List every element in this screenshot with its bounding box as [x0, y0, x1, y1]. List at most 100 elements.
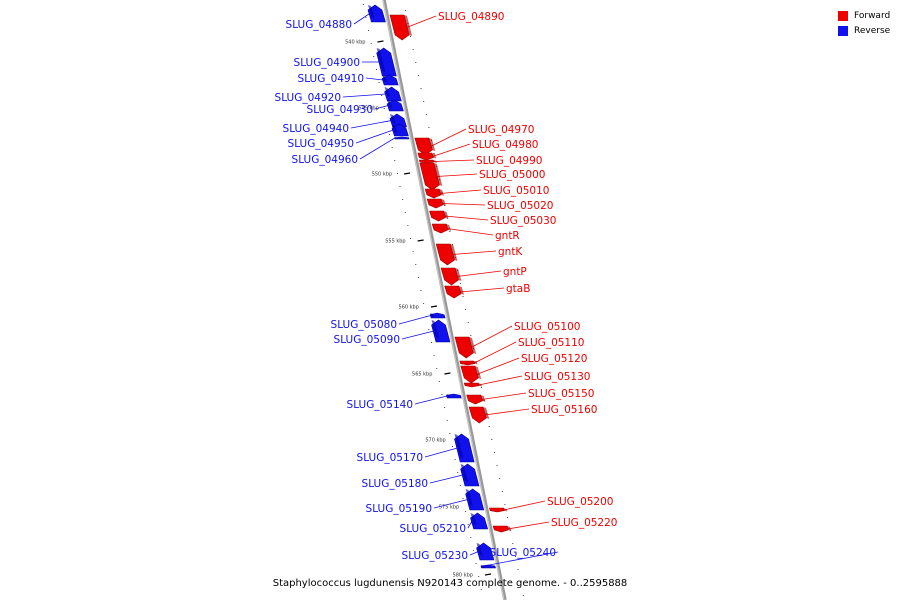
scale-tick-label: 580 kbp [453, 573, 473, 579]
gene-label[interactable]: SLUG_05150 [528, 388, 594, 400]
gene-label[interactable]: SLUG_05200 [547, 496, 613, 508]
gene-label[interactable]: SLUG_04970 [468, 124, 534, 136]
leader-line [452, 250, 497, 255]
minor-tick-left [375, 69, 377, 70]
gene-label[interactable]: SLUG_05170 [357, 452, 423, 464]
gene-label[interactable]: SLUG_05090 [334, 334, 400, 346]
gene-label[interactable]: SLUG_04980 [472, 139, 538, 151]
leader-line [459, 287, 505, 293]
gene-arrow-shade [384, 87, 391, 98]
gene-arrow-shade [465, 489, 473, 506]
gene-arrow-shade [507, 526, 512, 531]
gene-label[interactable]: SLUG_04940 [283, 123, 349, 135]
minor-tick-left [449, 433, 451, 434]
gene-arrow-shade [503, 508, 508, 512]
gene-label[interactable]: SLUG_04880 [286, 19, 352, 31]
gene-label[interactable]: gntK [498, 246, 523, 258]
gene-label[interactable]: SLUG_05240 [490, 547, 556, 559]
leader-line [401, 330, 434, 340]
gene-label[interactable]: SLUG_05100 [514, 321, 580, 333]
gene-arrow-slug-05000[interactable] [419, 162, 440, 191]
gene-label[interactable]: SLUG_05140 [347, 399, 413, 411]
gene-label[interactable]: SLUG_04990 [476, 155, 542, 167]
gene-label[interactable]: SLUG_05110 [518, 337, 584, 349]
gene-arrow-slug-04890[interactable] [389, 14, 410, 41]
leader-line [432, 143, 471, 157]
gene-arrow-slug-05220[interactable] [492, 525, 509, 533]
gene-label[interactable]: SLUG_05180 [362, 478, 428, 490]
minor-tick-left [438, 381, 440, 382]
gene-label[interactable]: SLUG_04900 [294, 57, 360, 69]
gene-arrow-gtab[interactable] [444, 285, 462, 299]
gene-label[interactable]: SLUG_05080 [331, 319, 397, 331]
minor-tick-left [441, 394, 443, 395]
scale-tick-label: 560 kbp [399, 305, 419, 311]
leader-line [470, 325, 513, 348]
forward-swatch [838, 10, 848, 21]
gene-arrow-slug-05210[interactable] [470, 512, 489, 530]
gene-label[interactable]: SLUG_05000 [479, 169, 545, 181]
gene-label[interactable]: SLUG_04960 [292, 154, 358, 166]
leader-line [436, 173, 478, 177]
leader-line [433, 499, 468, 509]
minor-tick-left [423, 303, 425, 304]
gene-label[interactable]: SLUG_05160 [531, 404, 597, 416]
minor-tick-right [415, 62, 417, 63]
gene-label[interactable]: SLUG_05230 [402, 550, 468, 562]
gene-label[interactable]: gntP [503, 266, 527, 278]
gene-label[interactable]: SLUG_05030 [490, 215, 556, 227]
gene-labels: SLUG_04880 SLUG_04890 SLUG_04900 SLUG_04910… [275, 11, 618, 562]
gene-arrow-gntp[interactable] [440, 267, 459, 286]
gene-arrow-slug-05120[interactable] [460, 365, 479, 384]
gene-arrow-slug-05160[interactable] [468, 406, 487, 424]
gene-label[interactable]: SLUG_05130 [524, 371, 590, 383]
gene-label[interactable]: SLUG_05120 [521, 353, 587, 365]
gene-arrow-slug-05150[interactable] [466, 394, 483, 405]
map-caption: Staphylococcus lugdunensis N920143 compl… [272, 578, 628, 589]
gene-arrow-gntk[interactable] [435, 243, 455, 266]
minor-tick-left [462, 498, 464, 499]
gene-arrow-shade [474, 366, 482, 379]
leader-line [342, 93, 386, 98]
gene-arrow-shade [443, 211, 449, 219]
minor-tick-right [491, 439, 493, 440]
gene-label[interactable]: SLUG_04910 [298, 73, 364, 85]
gene-label[interactable]: SLUG_04920 [275, 92, 341, 104]
gene-arrow-slug-04990[interactable] [418, 159, 435, 164]
gene-label[interactable]: gtaB [506, 283, 530, 295]
gene-label[interactable]: SLUG_05010 [483, 185, 549, 197]
minor-tick-left [470, 537, 472, 538]
legend-forward-label: Forward [854, 10, 891, 21]
gene-arrow-slug-05020[interactable] [426, 198, 444, 209]
gene-label[interactable]: SLUG_04890 [438, 11, 504, 23]
genome-backbone [382, 0, 507, 600]
gene-arrow-shade [376, 48, 386, 72]
minor-tick-right [433, 153, 435, 154]
gene-arrow-slug-05130[interactable] [463, 382, 480, 388]
gene-label[interactable]: SLUG_05190 [366, 503, 432, 515]
gene-arrow-slug-05200[interactable] [489, 507, 505, 513]
minor-tick-right [462, 296, 464, 297]
gene-arrow-slug-05010[interactable] [424, 188, 442, 199]
minor-tick-left [383, 108, 385, 109]
gene-label[interactable]: SLUG_05210 [400, 523, 466, 535]
gene-arrow-slug-05110[interactable] [459, 360, 475, 366]
gene-arrow-slug-05030[interactable] [429, 210, 446, 222]
gene-label[interactable]: gntR [495, 230, 520, 242]
gene-label[interactable]: SLUG_04930 [307, 104, 373, 116]
gene-label[interactable]: SLUG_04950 [288, 138, 354, 150]
gene-arrow-slug-05230[interactable] [476, 542, 495, 561]
minor-tick-left [475, 563, 477, 564]
gene-arrow-slug-04880[interactable] [367, 4, 386, 23]
genome-backbone-highlight [382, 0, 505, 600]
gene-arrow-shade [433, 163, 443, 186]
gene-arrow-slug-04980[interactable] [417, 152, 434, 161]
gene-arrow-slug-05100[interactable] [454, 336, 474, 359]
gene-arrow-gntr[interactable] [431, 223, 449, 234]
gene-arrow-shade [382, 75, 388, 83]
gene-label[interactable]: SLUG_05220 [551, 517, 617, 529]
reverse-swatch [838, 25, 848, 36]
leader-line [442, 203, 486, 206]
gene-label[interactable]: SLUG_05020 [487, 200, 553, 212]
gene-arrow-slug-04970[interactable] [414, 137, 433, 156]
